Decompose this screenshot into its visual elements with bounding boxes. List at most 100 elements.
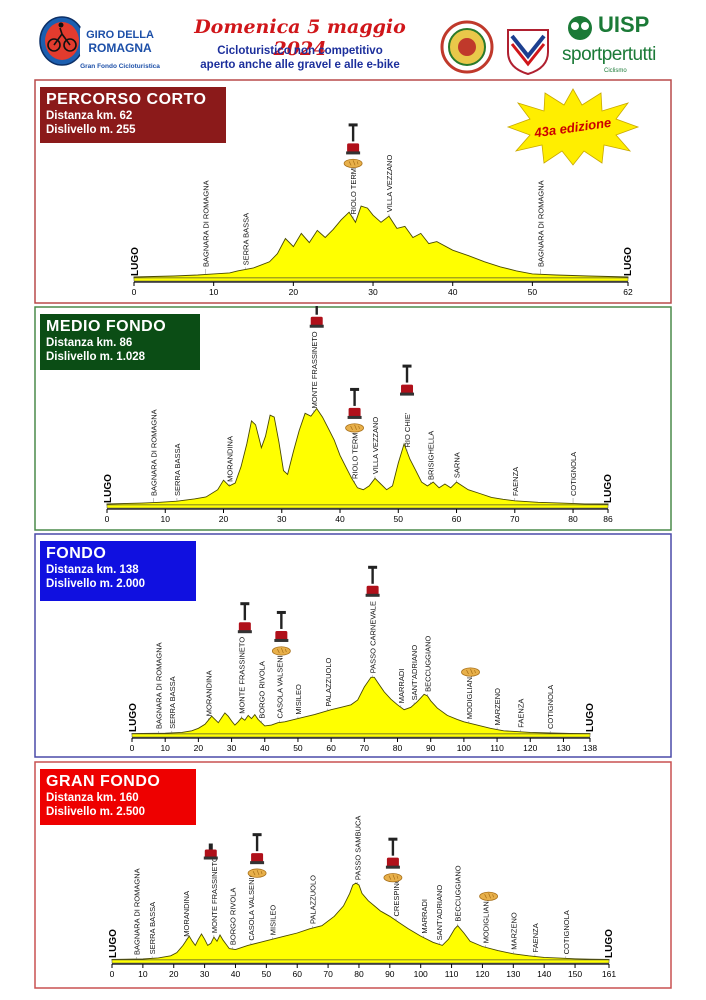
x-tick-label: 60	[326, 743, 336, 753]
place-label: SANT'ADRIANO	[410, 645, 419, 701]
food-bread-icon	[479, 891, 499, 901]
route-info-granfondo: GRAN FONDO Distanza km. 160 Dislivello m…	[40, 769, 196, 825]
place-label: BAGNARA DI ROMAGNA	[536, 180, 545, 267]
route-elevation: Dislivello m. 2.000	[46, 578, 146, 590]
x-tick-label: 80	[354, 969, 364, 979]
x-tick-label: 161	[602, 969, 616, 979]
route-panel-granfondo: 0 10 20 30 40 50 60 70 80 90 100 110 120 130 140 150 161…	[34, 761, 672, 989]
x-tick-label: 120	[475, 969, 489, 979]
place-label: BRISIGHELLA	[426, 431, 435, 480]
place-label: MARZENO	[509, 912, 518, 950]
x-tick-label: 10	[160, 743, 170, 753]
place-label: MODIGLIANA	[482, 896, 491, 943]
x-tick-label: 30	[200, 969, 210, 979]
uisp-emblem-icon	[568, 16, 592, 40]
x-tick-label: 90	[385, 969, 395, 979]
profile-base-band	[131, 733, 591, 738]
place-label: FAENZA	[531, 923, 540, 952]
logo-subtext: Gran Fondo Cicloturistica	[80, 63, 160, 70]
place-label: BAGNARA DI ROMAGNA	[150, 409, 159, 496]
bike-pump-icon	[274, 610, 289, 642]
place-label: MARZENO	[493, 688, 502, 726]
place-label: MARRADI	[397, 669, 406, 704]
edition-badge: 43a edizione	[506, 88, 640, 166]
place-label: MODIGLIANA	[465, 672, 474, 719]
x-tick-label: 20	[289, 287, 299, 297]
place-label: MARRADI	[420, 899, 429, 934]
x-tick-label: 50	[262, 969, 272, 979]
x-tick-label: 10	[209, 287, 219, 297]
route-distance: Distanza km. 160	[46, 792, 139, 804]
x-tick-label: 110	[490, 743, 504, 753]
x-tick-label: 62	[623, 287, 633, 297]
place-label: MONTE FRASSINETO	[310, 331, 319, 408]
elevation-profile	[131, 676, 591, 735]
route-elevation: Dislivello m. 1.028	[46, 351, 146, 363]
route-distance: Distanza km. 62	[46, 110, 133, 122]
x-tick-label: 0	[132, 287, 137, 297]
x-tick-label: 110	[445, 969, 459, 979]
x-tick-label: 80	[393, 743, 403, 753]
header: GIRO DELLA ROMAGNA Gran Fondo Cicloturis…	[0, 0, 706, 80]
place-label: SANT'ADRIANO	[435, 885, 444, 941]
place-label: MONTE FRASSINETO	[210, 856, 219, 933]
x-tick-label: 50	[293, 743, 303, 753]
place-label: CASOLA VALSENIO	[276, 649, 285, 718]
bike-pump-icon	[250, 833, 265, 865]
logo-title: GIRO DELLA	[86, 29, 154, 41]
place-label: MONTE FRASSINETO	[238, 637, 247, 714]
place-label: COTIGNOLA	[562, 910, 571, 954]
x-tick-label: 20	[219, 514, 229, 524]
profile-base-band	[111, 959, 610, 964]
x-tick-label: 40	[231, 969, 241, 979]
place-label: SERRA BASSA	[173, 443, 182, 496]
x-tick-label: 80	[568, 514, 578, 524]
x-tick-label: 20	[194, 743, 204, 753]
place-label: BAGNARA DI ROMAGNA	[133, 868, 142, 955]
route-panel-medio: 0 10 20 30 40 50 60 70 80 86 LUGO LUGO BAGNARA DI RO…	[34, 306, 672, 531]
x-tick-label: 50	[528, 287, 538, 297]
start-label: LUGO	[108, 929, 119, 958]
food-bread-icon	[271, 646, 291, 656]
place-label: BORGO RIVOLA	[257, 661, 266, 719]
bike-pump-icon	[347, 387, 362, 419]
elevation-profile	[133, 205, 629, 279]
x-tick-label: 40	[448, 287, 458, 297]
event-subtitle-line1: Cicloturistico non competitivo	[217, 45, 383, 57]
route-info-fondo: FONDO Distanza km. 138 Dislivello m. 2.0…	[40, 541, 196, 601]
route-panel-corto: 0 10 20 30 40 50 62 LUGO LUGO BAGNARA DI ROMAGNA S…	[34, 79, 672, 304]
route-distance: Distanza km. 138	[46, 564, 139, 576]
end-label: LUGO	[585, 703, 596, 732]
place-label: BECCUGGIANO	[423, 636, 432, 692]
x-tick-label: 30	[368, 287, 378, 297]
x-tick-label: 70	[323, 969, 333, 979]
place-label: VILLA VEZZANO	[385, 155, 394, 213]
place-label: RIOLO TERME	[351, 427, 360, 479]
route-profile-granfondo: 0 10 20 30 40 50 60 70 80 90 100 110 120 130 140 150 161…	[34, 761, 672, 989]
place-label: PASSO CARNEVALE	[369, 601, 378, 673]
giro-della-romagna-logo: GIRO DELLA ROMAGNA Gran Fondo Cicloturis…	[39, 16, 160, 70]
place-label: PALAZZUOLO	[309, 875, 318, 924]
place-label: RIO CHIE'	[403, 412, 412, 447]
route-panel-fondo: 0 10 20 30 40 50 60 70 80 90 100 110 120 130 138 LUGO LU…	[34, 533, 672, 758]
place-label: FAENZA	[511, 467, 520, 496]
club-seal-2	[507, 29, 549, 76]
club-seal-1	[440, 20, 494, 74]
bike-pump-icon	[309, 306, 324, 328]
x-tick-label: 0	[105, 514, 110, 524]
stamp-icon	[203, 843, 218, 860]
route-title: GRAN FONDO	[46, 773, 161, 790]
place-label: BECCUGGIANO	[454, 865, 463, 921]
place-label: PASSO SAMBUCA	[353, 816, 362, 880]
place-label: COTIGNOLA	[546, 685, 555, 729]
x-tick-label: 40	[335, 514, 345, 524]
place-label: MORANDINA	[204, 670, 213, 716]
x-tick-label: 120	[523, 743, 537, 753]
uisp-word: UISP	[598, 12, 650, 37]
place-label: PALAZZUOLO	[324, 657, 333, 706]
place-label: VILLA VEZZANO	[371, 417, 380, 475]
route-elevation: Dislivello m. 255	[46, 124, 136, 136]
x-tick-label: 50	[394, 514, 404, 524]
place-label: CASOLA VALSENIO	[247, 871, 256, 940]
x-tick-label: 90	[426, 743, 436, 753]
